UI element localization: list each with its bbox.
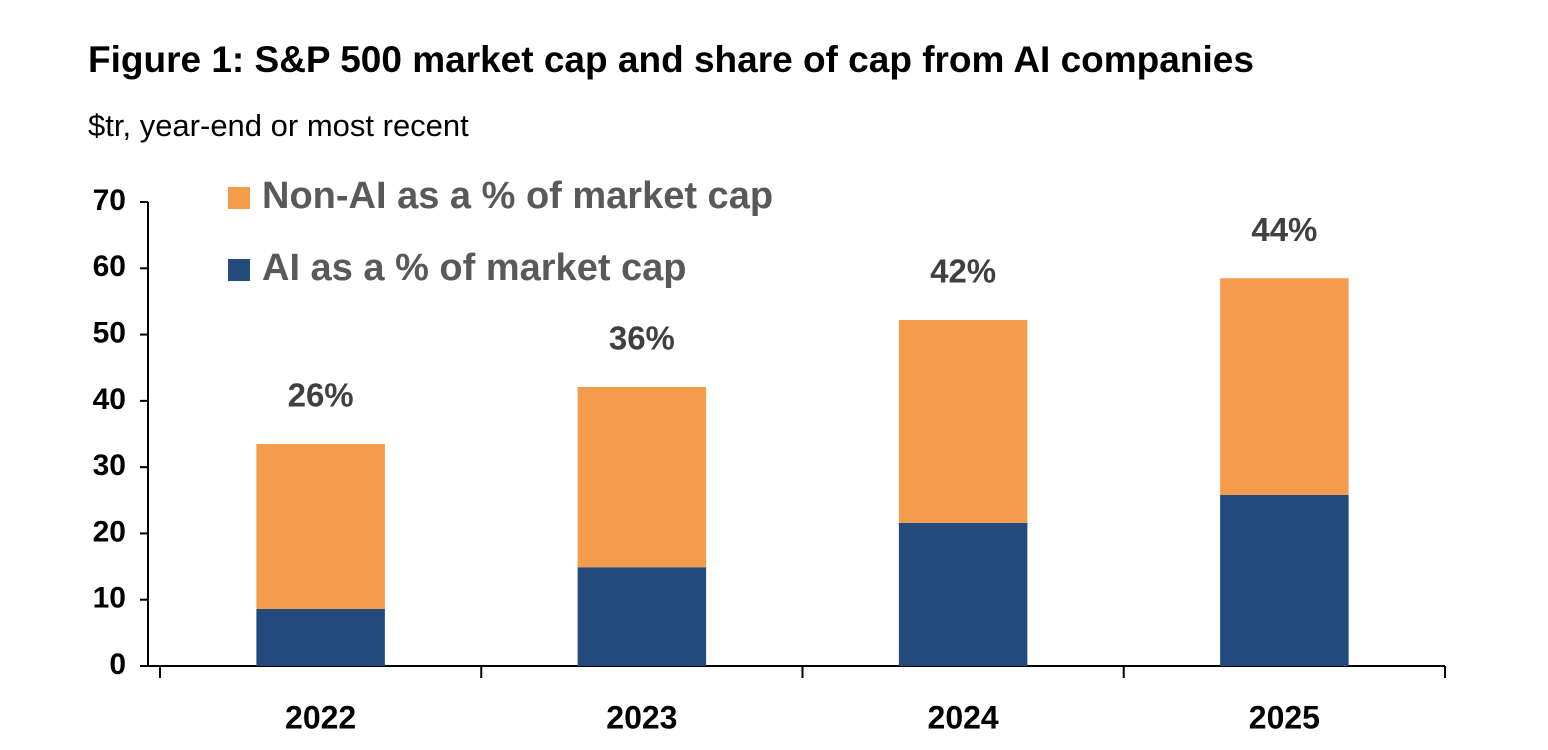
y-tick-label: 30 (93, 449, 126, 482)
chart-title: Figure 1: S&P 500 market cap and share o… (88, 39, 1254, 80)
y-tick-label: 70 (93, 184, 126, 217)
share-label: 26% (288, 377, 354, 414)
bar-segment (256, 443, 385, 609)
y-tick-label: 10 (93, 582, 126, 615)
legend-label: AI as a % of market cap (262, 247, 687, 289)
legend-swatch (228, 259, 250, 281)
legend-label: Non-AI as a % of market cap (262, 175, 773, 217)
x-tick-label: 2025 (1249, 699, 1320, 735)
bar-segment (1220, 278, 1349, 495)
x-tick-label: 2023 (606, 699, 677, 735)
bar-segment (898, 319, 1028, 523)
share-label: 42% (930, 253, 996, 290)
y-tick-label: 60 (93, 250, 126, 283)
bar-segment (1220, 494, 1349, 666)
y-tick-label: 40 (93, 383, 126, 416)
bar-segment (898, 522, 1028, 666)
x-tick-label: 2024 (928, 699, 999, 735)
legend-swatch (228, 187, 250, 209)
bar-segment (577, 386, 707, 568)
share-label: 36% (609, 320, 675, 357)
x-tick-label: 2022 (285, 699, 356, 735)
y-tick-label: 20 (93, 515, 126, 548)
share-label: 44% (1251, 211, 1317, 248)
chart-subtitle: $tr, year-end or most recent (88, 108, 469, 143)
y-tick-label: 0 (109, 648, 126, 681)
y-tick-label: 50 (93, 316, 126, 349)
bar-segment (577, 567, 707, 666)
bar-segment (256, 608, 385, 666)
